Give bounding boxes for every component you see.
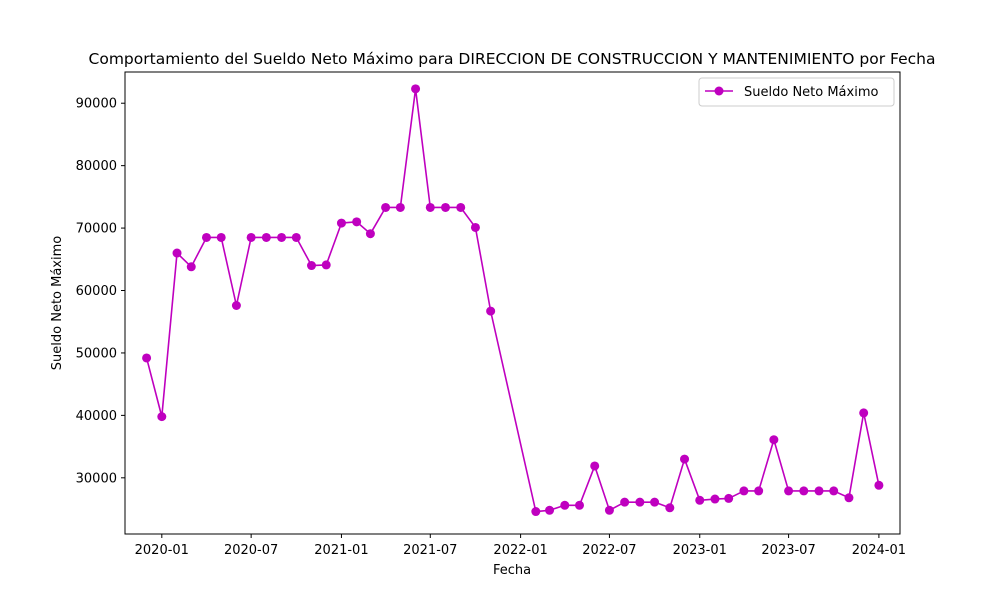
y-tick-label: 70000: [76, 222, 117, 237]
series-layer: [142, 84, 884, 517]
data-point: [710, 494, 720, 504]
data-point: [201, 232, 211, 242]
x-tick-label: 2022-07: [582, 543, 636, 558]
data-point: [142, 353, 152, 363]
data-point: [784, 486, 794, 496]
data-point: [172, 248, 182, 258]
data-point: [531, 507, 541, 517]
x-tick-label: 2023-07: [761, 543, 815, 558]
data-point: [321, 260, 331, 270]
chart-title: Comportamiento del Sueldo Neto Máximo pa…: [89, 50, 936, 68]
data-point: [456, 202, 466, 212]
data-point: [186, 262, 196, 272]
data-point: [336, 218, 346, 228]
data-point: [307, 261, 317, 271]
data-point: [739, 486, 749, 496]
legend-box: [698, 77, 895, 107]
legend: Sueldo Neto Máximo: [698, 77, 895, 107]
data-point: [680, 454, 690, 464]
data-point: [574, 500, 584, 510]
data-point: [650, 497, 660, 507]
y-axis-label: Sueldo Neto Máximo: [50, 236, 65, 370]
data-point: [157, 412, 167, 422]
data-point: [411, 84, 421, 94]
data-point: [261, 232, 271, 242]
data-point: [604, 505, 614, 515]
x-tick-label: 2023-01: [673, 543, 727, 558]
data-point: [829, 486, 839, 496]
data-point: [695, 495, 705, 505]
data-point: [769, 435, 779, 445]
y-tick-label: 80000: [76, 159, 117, 174]
data-point: [545, 505, 555, 515]
legend-marker: [714, 86, 724, 96]
legend-label: Sueldo Neto Máximo: [744, 85, 878, 100]
data-point: [665, 503, 675, 513]
plot-area: [124, 71, 901, 535]
data-point: [216, 232, 226, 242]
data-point: [277, 232, 287, 242]
y-tick-label: 90000: [76, 97, 117, 112]
data-point: [635, 497, 645, 507]
data-point: [799, 486, 809, 496]
y-axis: 30000 40000 50000 60000 70000 80000 90000: [76, 97, 125, 486]
x-tick-label: 2024-01: [852, 543, 906, 558]
data-point: [814, 486, 824, 496]
y-tick-label: 60000: [76, 284, 117, 299]
x-axis: 2020-01 2020-07 2021-01 2021-07 2022-01 2022-…: [135, 534, 906, 558]
x-tick-label: 2022-01: [493, 543, 547, 558]
y-tick-label: 40000: [76, 409, 117, 424]
x-tick-label: 2020-07: [224, 543, 278, 558]
data-point: [470, 222, 480, 232]
x-tick-label: 2021-07: [403, 543, 457, 558]
y-tick-label: 30000: [76, 471, 117, 486]
data-point: [395, 202, 405, 212]
data-point: [441, 202, 451, 212]
data-point: [486, 306, 496, 316]
data-point: [844, 493, 854, 503]
data-point: [352, 217, 362, 227]
data-point: [874, 480, 884, 490]
data-point: [754, 486, 764, 496]
data-point: [620, 497, 630, 507]
x-axis-label: Fecha: [493, 563, 531, 578]
data-point: [246, 232, 256, 242]
x-tick-label: 2020-01: [135, 543, 189, 558]
y-tick-label: 50000: [76, 346, 117, 361]
data-point: [231, 300, 241, 310]
data-point: [560, 500, 570, 510]
data-point: [365, 229, 375, 239]
data-point: [291, 232, 301, 242]
data-point: [590, 461, 600, 471]
data-point: [724, 493, 734, 503]
x-tick-label: 2021-01: [314, 543, 368, 558]
data-point: [425, 202, 435, 212]
data-point: [859, 408, 869, 418]
data-point: [381, 202, 391, 212]
